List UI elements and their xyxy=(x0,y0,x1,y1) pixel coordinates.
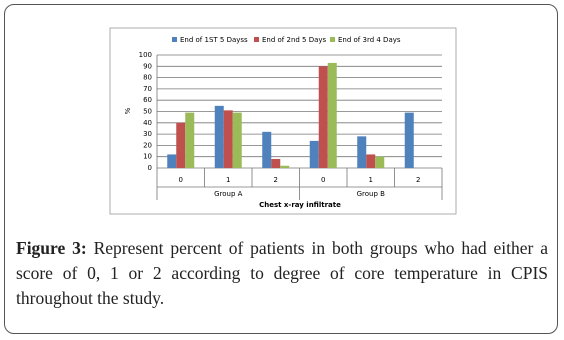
caption-label: Figure 3: xyxy=(16,238,87,258)
chart-border xyxy=(109,27,457,215)
bar xyxy=(327,62,337,168)
caption-text: Represent percent of patients in both gr… xyxy=(16,238,548,308)
bar xyxy=(318,66,328,168)
x-tick-label: 2 xyxy=(416,176,420,184)
legend-label: End of 1ST 5 Dayss xyxy=(180,36,248,44)
figure-border xyxy=(4,4,558,334)
bar xyxy=(167,154,177,168)
bar xyxy=(404,112,414,168)
y-tick-label: 10 xyxy=(143,153,152,161)
bar xyxy=(214,105,224,168)
bar xyxy=(280,165,290,168)
y-axis-label: % xyxy=(124,107,132,114)
x-axis-label: Chest x-ray infiltrate xyxy=(259,201,341,209)
legend-swatch xyxy=(254,37,259,42)
x-tick-label: 0 xyxy=(321,176,325,184)
legend-swatch xyxy=(172,37,177,42)
bar xyxy=(176,122,186,168)
y-tick-label: 90 xyxy=(143,62,152,70)
legend-swatch xyxy=(330,37,335,42)
legend-label: End of 3rd 4 Days xyxy=(338,36,401,44)
y-tick-label: 20 xyxy=(143,141,152,149)
bar xyxy=(357,136,367,168)
caption: Figure 3: Represent percent of patients … xyxy=(16,236,548,311)
x-tick-label: 1 xyxy=(369,176,373,184)
bar xyxy=(271,158,281,168)
bar xyxy=(262,131,272,168)
y-tick-label: 70 xyxy=(143,85,152,93)
group-label: Group B xyxy=(357,190,386,198)
y-tick-label: 60 xyxy=(143,96,152,104)
bar xyxy=(232,112,242,168)
y-tick-label: 30 xyxy=(143,130,152,138)
y-tick-label: 50 xyxy=(143,108,152,116)
group-label: Group A xyxy=(214,190,243,198)
bar xyxy=(185,112,195,168)
bar xyxy=(309,140,319,168)
bar xyxy=(375,156,385,168)
y-tick-label: 100 xyxy=(139,51,152,59)
x-tick-label: 2 xyxy=(274,176,278,184)
bar xyxy=(366,154,376,168)
x-tick-label: 1 xyxy=(226,176,230,184)
y-tick-label: 0 xyxy=(148,164,152,172)
y-tick-label: 40 xyxy=(143,119,152,127)
bar xyxy=(223,110,233,168)
x-tick-label: 0 xyxy=(179,176,183,184)
legend-label: End of 2nd 5 Days xyxy=(262,36,327,44)
y-tick-label: 80 xyxy=(143,74,152,82)
